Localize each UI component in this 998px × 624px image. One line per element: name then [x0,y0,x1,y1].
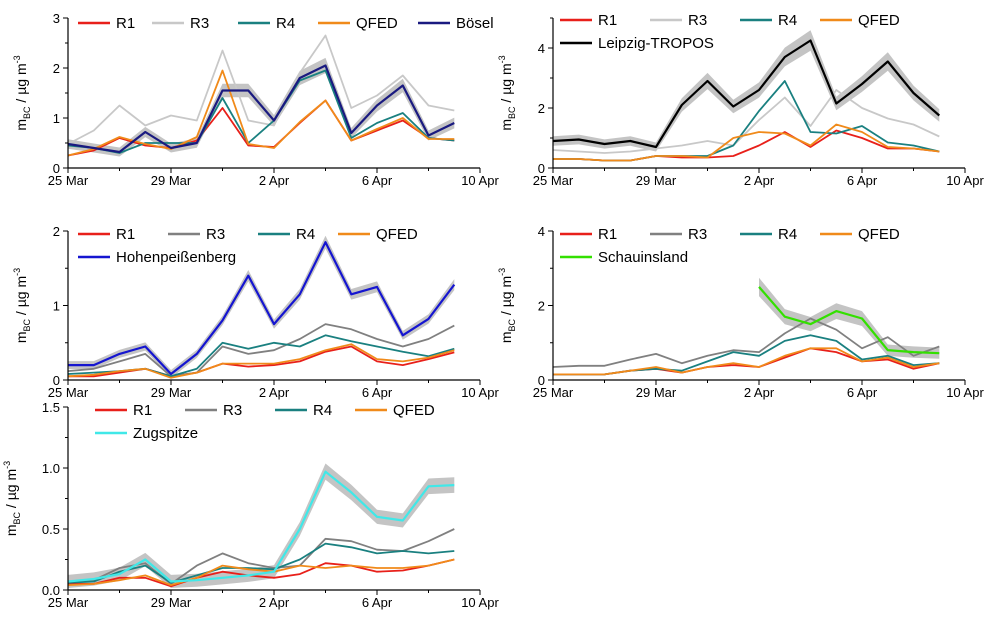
y-tick-label: 0.0 [42,583,60,598]
y-tick-label: 0 [53,161,60,176]
chart-panel-e: 25 Mar 29 Mar 2 Apr 6 Apr 10 Apr 0.0 0.5 1.0 1.5… [2,400,499,610]
series-line-r3 [67,34,455,145]
x-tick-label: 10 Apr [461,385,499,400]
y-tick-label: 0 [538,161,545,176]
series-line-hohenpei-enberg [68,241,456,376]
legend-label: Zugspitze [133,425,198,442]
legend-label: Hohenpeißenberg [116,249,236,266]
y-axis-label: mBC / µg m-3 [497,268,517,343]
series-line-r4 [67,69,455,154]
legend-label: QFED [393,402,435,419]
legend-label: R3 [223,402,242,419]
y-tick-label: 1 [53,111,60,126]
uncertainty-band [68,463,455,588]
y-tick-label: 1.0 [42,461,60,476]
y-tick-label: 4 [538,41,545,56]
x-tick-label: 2 Apr [259,173,290,188]
y-axis-label: mBC / µg m-3 [2,461,22,536]
series-line-schauinsland [758,286,940,355]
y-tick-label: 3 [53,11,60,26]
x-tick-label: 29 Mar [151,595,192,610]
uncertainty-band [759,277,940,359]
x-tick-label: 25 Mar [533,385,574,400]
x-tick-label: 25 Mar [48,595,89,610]
y-tick-label: 2 [538,299,545,314]
y-axis-label: mBC / µg m-3 [12,268,32,343]
legend-label: R3 [206,226,225,243]
x-tick-label: 10 Apr [946,173,984,188]
chart-panel-b: 25 Mar 29 Mar 2 Apr 6 Apr 10 Apr 0 2 4 mBC / µg … [497,12,984,188]
series-line-qfed [553,347,940,376]
x-tick-label: 29 Mar [151,385,192,400]
series-line-r3 [552,89,940,154]
x-tick-label: 10 Apr [461,173,499,188]
x-tick-label: 25 Mar [48,173,89,188]
legend-label: Schauinsland [598,249,688,266]
y-tick-label: 1 [53,299,60,314]
x-tick-label: 29 Mar [636,173,677,188]
legend-label: R3 [688,12,707,29]
series-line-r1 [553,347,940,376]
y-tick-label: 0.5 [42,522,60,537]
y-tick-label: 0 [53,373,60,388]
legend-label: R3 [688,226,707,243]
series-line-r3 [67,323,455,378]
legend-label: R4 [313,402,332,419]
series-line-r4 [67,542,455,584]
y-tick-label: 4 [538,224,545,239]
legend-label: QFED [356,15,398,32]
legend-label: R1 [133,402,152,419]
x-tick-label: 25 Mar [48,385,89,400]
x-tick-label: 6 Apr [362,595,393,610]
y-tick-label: 1.5 [42,400,60,415]
series-line-r3 [552,317,940,368]
legend-label: QFED [858,226,900,243]
x-tick-label: 25 Mar [533,173,574,188]
legend-label: R4 [778,226,797,243]
x-tick-label: 6 Apr [362,385,393,400]
series-line-qfed [553,123,940,162]
x-tick-label: 29 Mar [636,385,677,400]
uncertainty-band [68,57,455,157]
chart-panel-a: 25 Mar 29 Mar 2 Apr 6 Apr 10 Apr 0 1 2 3 mBC / µg… [12,11,499,188]
legend-label: R1 [116,15,135,32]
y-tick-label: 0 [538,373,545,388]
x-tick-label: 29 Mar [151,173,192,188]
legend-label: R1 [598,12,617,29]
legend-label: R1 [598,226,617,243]
x-tick-label: 10 Apr [461,595,499,610]
series-line-zugspitze [67,470,455,583]
series-line-qfed [67,69,455,157]
y-tick-label: 2 [538,101,545,116]
chart-panel-d: 25 Mar 29 Mar 2 Apr 6 Apr 10 Apr 0 2 4 mBC / µg … [497,224,984,400]
legend-label: QFED [376,226,418,243]
legend-label: R4 [778,12,797,29]
legend-label: Leipzig-TROPOS [598,35,714,52]
x-tick-label: 2 Apr [744,173,775,188]
x-tick-label: 6 Apr [362,173,393,188]
legend-label: R4 [296,226,315,243]
series-line-b-sel [67,64,455,154]
legend-label: R1 [116,226,135,243]
x-tick-label: 2 Apr [259,385,290,400]
legend-label: R3 [190,15,209,32]
y-tick-label: 2 [53,61,60,76]
x-tick-label: 2 Apr [259,595,290,610]
y-axis-label: mBC / µg m-3 [12,55,32,130]
x-tick-label: 2 Apr [744,385,775,400]
x-tick-label: 10 Apr [946,385,984,400]
chart-panel-c: 25 Mar 29 Mar 2 Apr 6 Apr 10 Apr 0 1 2 mBC / µg … [12,224,499,400]
x-tick-label: 6 Apr [847,385,878,400]
y-axis-label: mBC / µg m-3 [497,55,517,130]
legend-label: Bösel [456,15,494,32]
legend-label: QFED [858,12,900,29]
y-tick-label: 2 [53,224,60,239]
series-line-qfed [67,343,455,379]
legend-label: R4 [276,15,295,32]
series-line-leipzig-tropos [552,39,941,149]
series-line-qfed [67,558,455,586]
x-tick-label: 6 Apr [847,173,878,188]
uncertainty-band [553,30,940,152]
